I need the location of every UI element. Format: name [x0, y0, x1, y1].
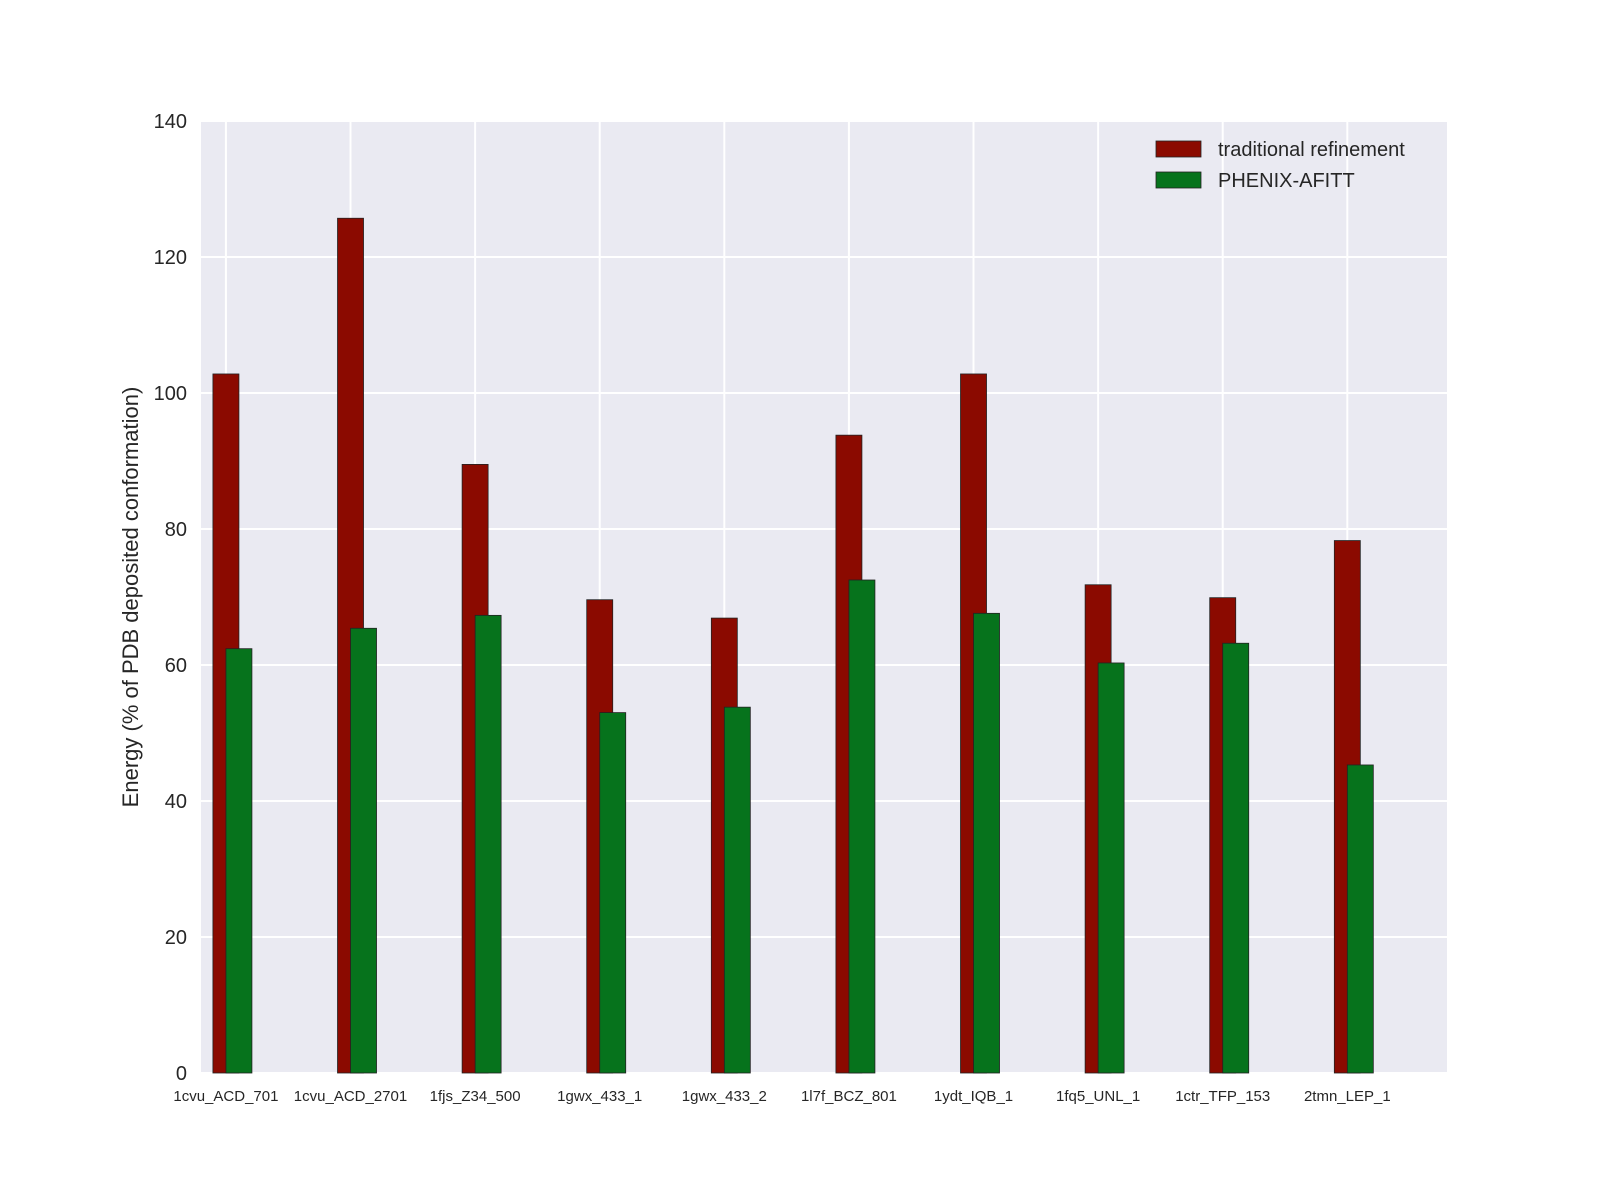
bar-phenix-1gwx_433_1	[599, 712, 627, 1074]
bar-phenix-1ctr_TFP_153	[1222, 642, 1250, 1074]
bar-phenix-1ydt_IQB_1	[973, 612, 1000, 1074]
x-tick-label: 1fjs_Z34_500	[430, 1088, 521, 1105]
bar-phenix-1cvu_ACD_701	[225, 648, 253, 1074]
y-tick-label: 60	[165, 655, 187, 677]
x-tick-labels: 1cvu_ACD_701 1cvu_ACD_2701 1fjs_Z34_500 1gw…	[173, 1088, 1390, 1105]
bar-phenix-2tmn_LEP_1	[1346, 764, 1374, 1074]
x-tick-label: 1ctr_TFP_153	[1175, 1088, 1270, 1105]
x-tick-label: 1gwx_433_2	[682, 1088, 767, 1105]
legend: traditional refinement PHENIX-AFITT	[1155, 139, 1405, 192]
x-tick-label: 1l7f_BCZ_801	[801, 1088, 897, 1105]
bar-phenix-1cvu_ACD_2701	[350, 627, 377, 1074]
plot-area	[201, 121, 1447, 1073]
x-tick-label: 1fq5_UNL_1	[1056, 1088, 1140, 1105]
y-tick-label: 80	[165, 519, 187, 541]
y-tick-labels: 0 20 40 60 80 100 120 140	[154, 111, 187, 1085]
legend-label: PHENIX-AFITT	[1218, 170, 1355, 192]
bar-phenix-1fq5_UNL_1	[1097, 662, 1125, 1074]
y-axis-label: Energy (% of PDB deposited conformation)	[118, 387, 143, 808]
x-tick-label: 1cvu_ACD_2701	[294, 1088, 407, 1105]
bar-phenix-1gwx_433_2	[723, 706, 751, 1074]
x-tick-label: 1gwx_433_1	[557, 1088, 642, 1105]
legend-label: traditional refinement	[1218, 139, 1405, 161]
y-tick-label: 40	[165, 791, 187, 813]
bar-phenix-1fjs_Z34_500	[474, 614, 502, 1074]
x-tick-label: 2tmn_LEP_1	[1304, 1088, 1391, 1105]
y-tick-label: 140	[154, 111, 187, 133]
y-tick-label: 120	[154, 247, 187, 269]
y-tick-label: 100	[154, 383, 187, 405]
legend-swatch	[1155, 140, 1202, 158]
legend-swatch	[1155, 171, 1202, 189]
x-tick-label: 1cvu_ACD_701	[173, 1088, 278, 1105]
y-tick-label: 0	[176, 1063, 187, 1085]
bars	[212, 217, 1374, 1074]
x-tick-label: 1ydt_IQB_1	[934, 1088, 1013, 1105]
bar-phenix-1l7f_BCZ_801	[848, 579, 876, 1074]
y-tick-label: 20	[165, 927, 187, 949]
